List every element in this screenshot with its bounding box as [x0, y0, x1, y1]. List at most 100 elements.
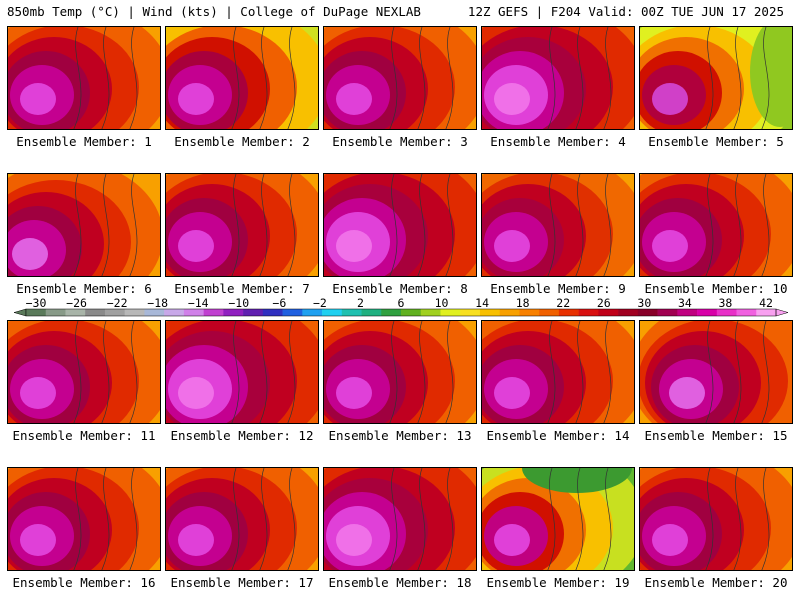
colorbar-swatch	[499, 309, 520, 316]
height-contour-line	[575, 468, 584, 570]
colorbar-tick-label: −10	[228, 298, 249, 310]
height-contour-line	[101, 27, 110, 129]
colorbar-swatch	[104, 309, 125, 316]
ensemble-member-label: Ensemble Member: 13	[328, 428, 472, 443]
ensemble-member-label: Ensemble Member: 5	[648, 134, 784, 149]
temp-contour-band	[336, 83, 372, 115]
temperature-field-map	[166, 321, 318, 423]
colorbar-swatch	[282, 309, 303, 316]
colorbar-swatch	[716, 309, 737, 316]
height-contour-line	[761, 468, 770, 570]
colorbar-tick-label: 10	[435, 298, 449, 310]
temp-contour-band	[20, 83, 56, 115]
height-contour-line	[259, 174, 268, 276]
height-contour-line	[603, 174, 612, 276]
height-contour-line	[287, 468, 296, 570]
ensemble-member-panel	[481, 467, 635, 571]
colorbar-swatch	[203, 309, 224, 316]
colorbar-swatch	[144, 309, 165, 316]
colorbar-tick-label: −26	[66, 298, 87, 310]
ensemble-member-label: Ensemble Member: 1	[16, 134, 152, 149]
temp-contour-band	[20, 377, 56, 409]
colorbar-tick-label: 22	[556, 298, 570, 310]
height-contour-line	[575, 174, 584, 276]
temperature-field-map	[166, 174, 318, 276]
height-contour-line	[231, 321, 240, 423]
height-contour-line	[705, 27, 714, 129]
colorbar-swatch	[558, 309, 579, 316]
colorbar-tick-label: −22	[107, 298, 128, 310]
temperature-field-map	[482, 174, 634, 276]
ensemble-member-panel	[7, 26, 161, 130]
colorbar-tick-label: 6	[398, 298, 405, 310]
temp-contour-band	[178, 230, 214, 262]
height-contour-line	[287, 27, 296, 129]
colorbar-tick-label: −30	[26, 298, 47, 310]
ensemble-member-panel	[165, 26, 319, 130]
temp-contour-band	[178, 524, 214, 556]
height-contour-line	[603, 321, 612, 423]
height-contour-line	[733, 174, 742, 276]
height-contour-line	[547, 174, 556, 276]
header-title: 850mb Temp (°C) | Wind (kts) | College o…	[7, 4, 421, 19]
ensemble-member-label: Ensemble Member: 19	[486, 575, 630, 590]
height-contour-line	[547, 468, 556, 570]
ensemble-member-label: Ensemble Member: 9	[490, 281, 626, 296]
height-contour-line	[445, 174, 454, 276]
temp-contour-band	[336, 377, 372, 409]
ensemble-member-label: Ensemble Member: 2	[174, 134, 310, 149]
ensemble-member-label: Ensemble Member: 20	[644, 575, 788, 590]
temp-contour-band	[652, 524, 688, 556]
height-contour-line	[259, 468, 268, 570]
colorbar-swatch	[677, 309, 698, 316]
temperature-field-map	[8, 27, 160, 129]
ensemble-member-label: Ensemble Member: 7	[174, 281, 310, 296]
height-contour-line	[129, 174, 138, 276]
temperature-field-map	[166, 27, 318, 129]
colorbar-swatch	[243, 309, 264, 316]
colorbar-swatch	[45, 309, 66, 316]
temp-contour-band	[336, 230, 372, 262]
colorbar-swatch	[223, 309, 244, 316]
ensemble-member-label: Ensemble Member: 12	[170, 428, 314, 443]
temperature-field-map	[324, 174, 476, 276]
ensemble-member-panel	[639, 320, 793, 424]
height-contour-line	[603, 27, 612, 129]
height-contour-line	[389, 27, 398, 129]
height-contour-line	[259, 27, 268, 129]
height-contour-line	[705, 468, 714, 570]
temperature-field-map	[640, 174, 792, 276]
height-contour-line	[547, 27, 556, 129]
height-contour-line	[603, 468, 612, 570]
height-contour-line	[287, 174, 296, 276]
height-contour-line	[733, 321, 742, 423]
ensemble-member-panel	[323, 26, 477, 130]
height-contour-line	[445, 27, 454, 129]
colorbar-swatch	[736, 309, 757, 316]
temp-contour-band	[494, 377, 530, 409]
temperature-field-map	[8, 468, 160, 570]
temp-contour-band	[494, 230, 530, 262]
colorbar-swatch	[539, 309, 560, 316]
colorbar-swatch	[361, 309, 382, 316]
ensemble-member-label: Ensemble Member: 16	[12, 575, 156, 590]
temperature-field-map	[8, 321, 160, 423]
height-contour-line	[129, 27, 138, 129]
height-contour-line	[733, 468, 742, 570]
colorbar-tick-label: 38	[719, 298, 733, 310]
height-contour-line	[73, 174, 82, 276]
ensemble-member-label: Ensemble Member: 11	[12, 428, 156, 443]
height-contour-line	[705, 321, 714, 423]
temperature-field-map	[8, 174, 160, 276]
ensemble-member-panel	[323, 173, 477, 277]
colorbar-swatch	[618, 309, 639, 316]
colorbar-swatch	[124, 309, 145, 316]
temperature-field-map	[482, 468, 634, 570]
height-contour-line	[547, 321, 556, 423]
height-contour-line	[101, 468, 110, 570]
ensemble-member-panel	[165, 320, 319, 424]
colorbar-swatch	[657, 309, 678, 316]
height-contour-line	[575, 27, 584, 129]
colorbar-swatch	[440, 309, 461, 316]
colorbar-tick-label: 18	[516, 298, 530, 310]
